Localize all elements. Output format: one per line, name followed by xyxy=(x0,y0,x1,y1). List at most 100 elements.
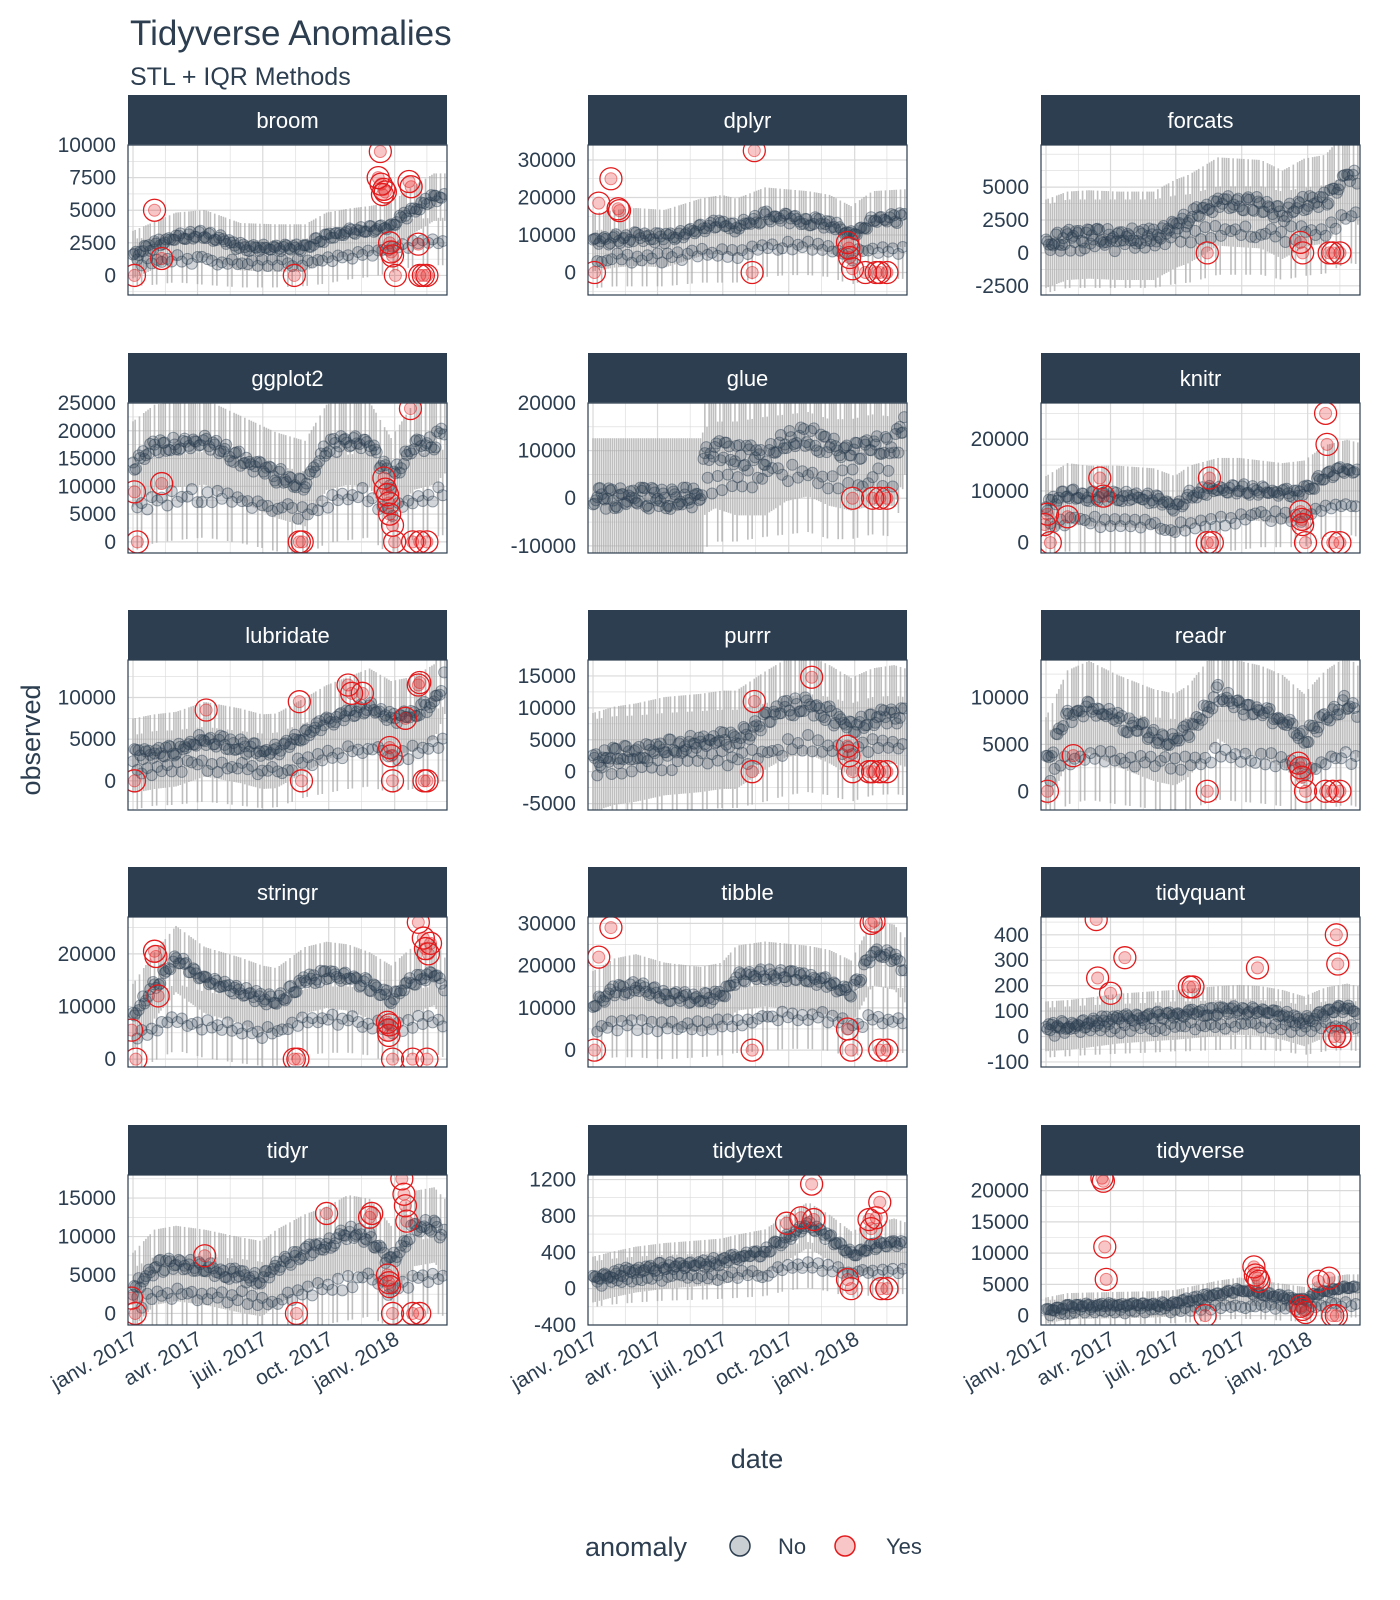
point-normal xyxy=(352,491,365,504)
point-normal xyxy=(268,997,281,1010)
point-normal xyxy=(1164,231,1177,244)
point-normal xyxy=(889,427,902,440)
point-normal xyxy=(1077,236,1090,249)
point-normal xyxy=(1093,703,1106,716)
point-normal xyxy=(628,226,641,239)
point-normal xyxy=(635,761,648,774)
point-normal xyxy=(737,459,750,472)
point-normal xyxy=(303,468,316,481)
point-normal xyxy=(230,743,243,756)
point-normal xyxy=(888,209,901,222)
point-normal xyxy=(701,1016,714,1029)
point-normal xyxy=(642,229,655,242)
point-normal xyxy=(426,735,439,748)
point-normal xyxy=(301,1016,314,1029)
point-normal xyxy=(1041,1023,1054,1036)
point-normal xyxy=(291,1019,304,1032)
point-normal xyxy=(1259,509,1272,522)
point-normal xyxy=(876,1017,889,1030)
point-normal xyxy=(1329,498,1342,511)
point-normal xyxy=(1194,233,1207,246)
point-normal xyxy=(1286,490,1299,503)
point-normal xyxy=(1179,750,1192,763)
point-normal xyxy=(251,495,264,508)
point-normal xyxy=(344,223,357,236)
point-normal xyxy=(1070,705,1083,718)
point-normal xyxy=(132,248,145,261)
point-normal xyxy=(893,207,906,220)
point-normal xyxy=(814,217,827,230)
point-normal xyxy=(695,489,708,502)
point-normal xyxy=(337,967,350,980)
point-normal xyxy=(645,1015,658,1028)
point-normal xyxy=(710,220,723,233)
point-normal xyxy=(215,1023,228,1036)
point-normal xyxy=(1072,704,1085,717)
point-normal xyxy=(168,233,181,246)
point-normal xyxy=(827,976,840,989)
point-normal xyxy=(1210,681,1223,694)
point-normal xyxy=(290,985,303,998)
point-normal xyxy=(817,972,830,985)
point-normal xyxy=(297,971,310,984)
point-normal xyxy=(730,737,743,750)
y-tick-label: 0 xyxy=(104,531,116,554)
series-tibble xyxy=(588,917,907,1062)
series-ggplot2 xyxy=(128,403,447,553)
point-normal xyxy=(300,239,313,252)
point-normal xyxy=(425,189,438,202)
point-normal xyxy=(1217,193,1230,206)
point-anomaly xyxy=(1333,536,1347,550)
point-normal xyxy=(243,745,256,758)
y-tick-label: 20000 xyxy=(518,955,576,978)
point-normal xyxy=(1290,484,1303,497)
point-normal xyxy=(800,436,813,449)
point-normal xyxy=(286,259,299,272)
point-normal xyxy=(708,737,721,750)
point-normal xyxy=(655,764,668,777)
point-normal xyxy=(207,234,220,247)
y-tick-label: 10000 xyxy=(518,697,576,720)
point-normal xyxy=(1242,191,1255,204)
point-normal xyxy=(362,742,375,755)
point-normal xyxy=(819,714,832,727)
point-normal xyxy=(1087,703,1100,716)
point-normal xyxy=(869,716,882,729)
anomaly-ring xyxy=(860,486,885,510)
series-dplyr xyxy=(588,145,907,288)
point-normal xyxy=(1118,238,1131,251)
point-normal xyxy=(698,986,711,999)
point-normal xyxy=(215,756,228,769)
point-normal xyxy=(670,746,683,759)
point-normal xyxy=(241,495,254,508)
point-normal xyxy=(1266,208,1279,221)
point-normal xyxy=(1111,706,1124,719)
point-normal xyxy=(420,198,433,211)
point-normal xyxy=(644,987,657,1000)
point-normal xyxy=(1219,1022,1232,1035)
point-normal xyxy=(1196,481,1209,494)
point-normal xyxy=(760,973,773,986)
point-normal xyxy=(641,249,654,262)
point-normal xyxy=(147,751,160,764)
point-normal xyxy=(182,439,195,452)
point-normal xyxy=(1138,756,1151,769)
point-normal xyxy=(1237,708,1250,721)
point-normal xyxy=(1209,520,1222,533)
point-normal xyxy=(194,438,207,451)
y-tick-label: 30000 xyxy=(518,149,576,172)
point-normal xyxy=(1323,184,1336,197)
point-normal xyxy=(1121,1009,1134,1022)
point-normal xyxy=(1255,1021,1268,1034)
point-normal xyxy=(1266,484,1279,497)
point-normal xyxy=(789,973,802,986)
point-normal xyxy=(1253,197,1266,210)
point-normal xyxy=(359,971,372,984)
point-normal xyxy=(1328,469,1341,482)
point-normal xyxy=(129,462,142,475)
point-normal xyxy=(367,225,380,238)
point-normal xyxy=(128,1006,140,1019)
point-normal xyxy=(1290,1010,1303,1023)
point-anomaly xyxy=(1200,246,1214,260)
point-normal xyxy=(1269,1018,1282,1031)
